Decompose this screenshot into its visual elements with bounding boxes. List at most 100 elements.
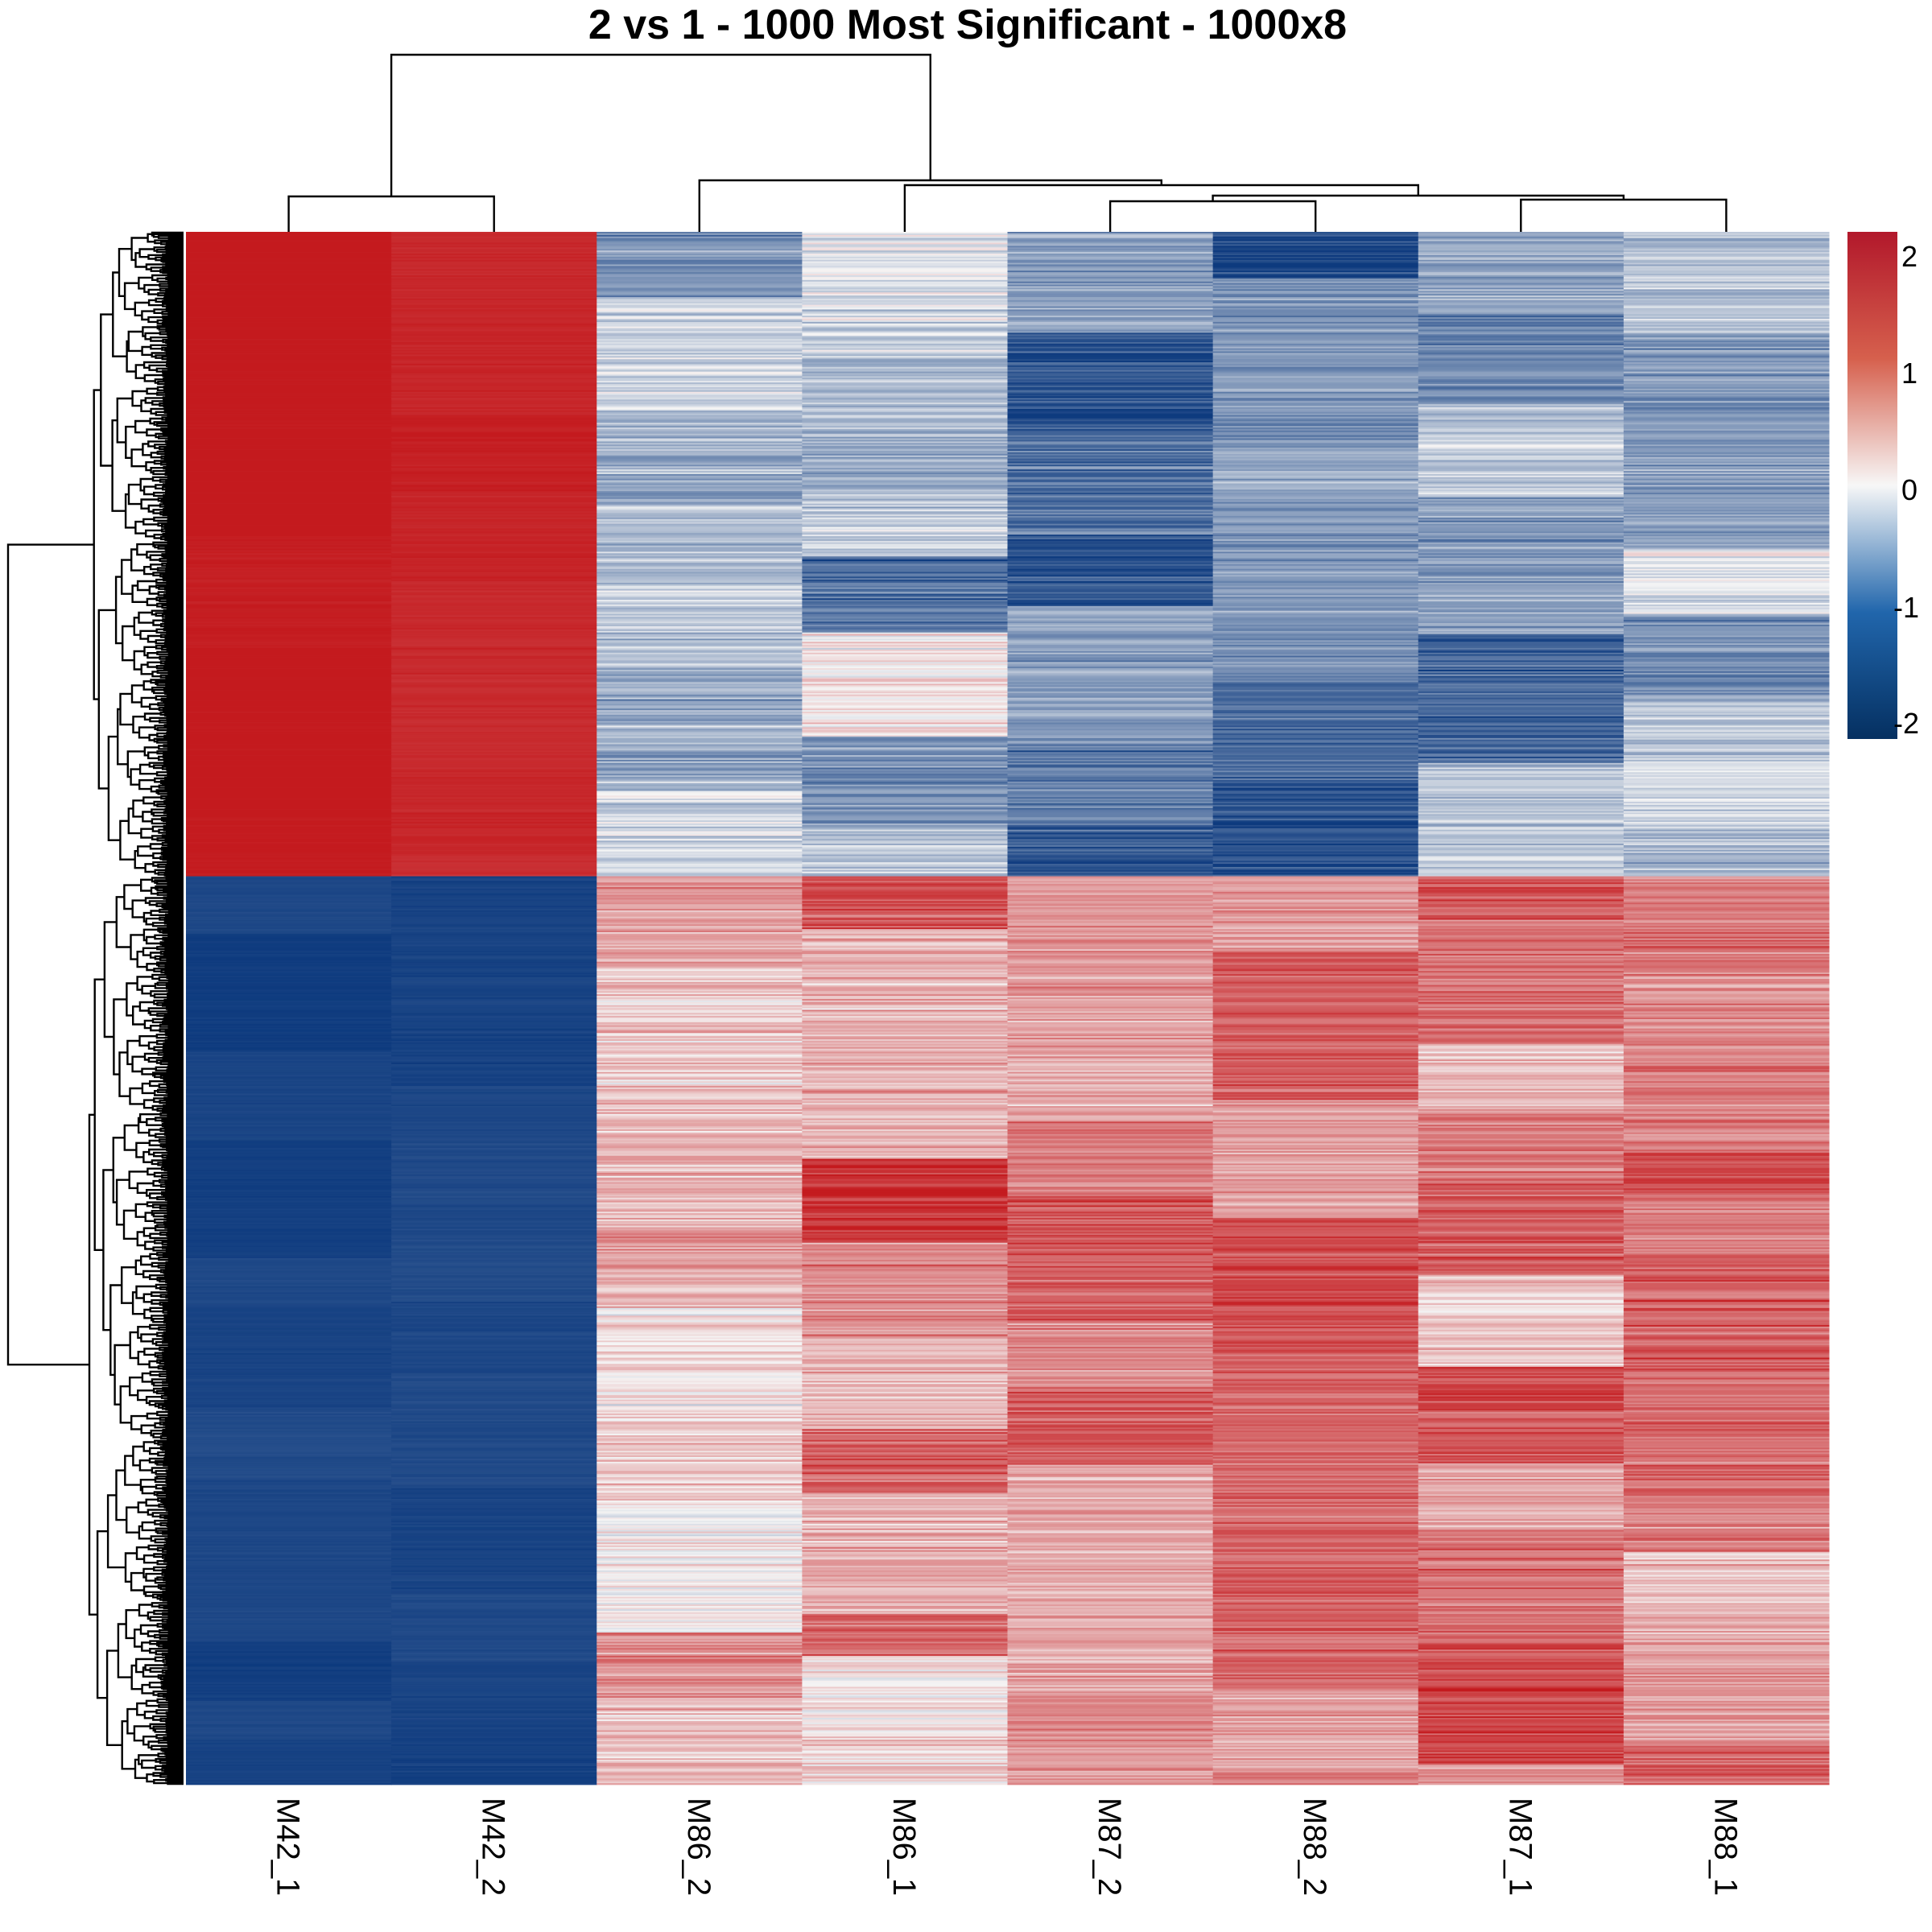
heatmap-cell	[1212, 593, 1419, 596]
heatmap-cell	[186, 874, 392, 877]
heatmap-cell	[802, 592, 1009, 594]
heatmap-cell	[1623, 558, 1830, 560]
heatmap-cell	[186, 246, 392, 248]
heatmap-cell	[1007, 814, 1214, 816]
heatmap-cell	[1007, 558, 1214, 560]
heatmap-cell	[1418, 489, 1624, 492]
dendrogram-branch	[167, 1714, 184, 1719]
heatmap-cell	[186, 349, 392, 352]
dendrogram-branch	[165, 1697, 184, 1702]
heatmap-cell	[597, 683, 803, 686]
heatmap-cell	[1007, 556, 1214, 559]
dendrogram-branch	[164, 1538, 184, 1542]
heatmap-cell	[802, 836, 1009, 838]
heatmap-cell	[186, 769, 392, 771]
heatmap-cell	[1418, 597, 1624, 599]
heatmap-cell	[1007, 893, 1214, 896]
heatmap-cell	[1212, 553, 1419, 555]
heatmap-cell	[1007, 939, 1214, 942]
heatmap-cell	[1212, 865, 1419, 868]
dendrogram-branch	[161, 834, 184, 838]
heatmap-cell	[802, 298, 1009, 301]
heatmap-cell	[1623, 997, 1830, 1000]
heatmap-cell	[186, 334, 392, 336]
heatmap-cell	[1212, 366, 1419, 369]
heatmap-cell	[391, 584, 597, 587]
heatmap-cell	[1007, 952, 1214, 955]
heatmap-cell	[1212, 846, 1419, 849]
heatmap-cell	[1007, 450, 1214, 453]
heatmap-cell	[391, 730, 597, 733]
heatmap-cell	[1212, 393, 1419, 395]
heatmap-cell	[597, 601, 803, 604]
heatmap-cell	[1418, 966, 1624, 968]
heatmap-cell	[186, 814, 392, 816]
heatmap-cell	[391, 710, 597, 712]
heatmap-cell	[802, 953, 1009, 956]
heatmap-cell	[186, 448, 392, 450]
heatmap-cell	[597, 416, 803, 419]
heatmap-cell	[1212, 757, 1419, 759]
heatmap-cell	[186, 493, 392, 495]
heatmap-cell	[1418, 486, 1624, 489]
heatmap-cell	[1418, 646, 1624, 649]
heatmap-cell	[1418, 906, 1624, 908]
heatmap-cell	[186, 287, 392, 290]
heatmap-cell	[1418, 700, 1624, 703]
heatmap-cell	[1212, 812, 1419, 815]
heatmap-cell	[1212, 866, 1419, 869]
heatmap-cell	[1623, 259, 1830, 262]
dendrogram-branch	[163, 1132, 184, 1136]
heatmap-cell	[802, 613, 1009, 616]
heatmap-cell	[186, 735, 392, 737]
heatmap-cell	[1623, 1000, 1830, 1003]
heatmap-cell	[186, 378, 392, 380]
heatmap-cell	[802, 421, 1009, 423]
heatmap-cell	[1418, 473, 1624, 475]
dendrogram-branch	[134, 252, 147, 268]
heatmap-cell	[1212, 961, 1419, 964]
dendrogram-branch	[163, 1270, 184, 1274]
heatmap-cell	[597, 241, 803, 243]
heatmap-cell	[1212, 926, 1419, 928]
heatmap-cell	[391, 505, 597, 507]
heatmap-cell	[802, 736, 1009, 739]
heatmap-cell	[1212, 951, 1419, 953]
heatmap-cell	[186, 562, 392, 565]
heatmap-cell	[186, 292, 392, 295]
heatmap-cell	[391, 638, 597, 641]
heatmap-cell	[1418, 609, 1624, 612]
heatmap-cell	[1623, 328, 1830, 330]
heatmap-cell	[1212, 854, 1419, 857]
heatmap-cell	[1623, 834, 1830, 836]
heatmap-cell	[1212, 996, 1419, 998]
heatmap-cell	[1212, 485, 1419, 487]
heatmap-cell	[1418, 811, 1624, 813]
heatmap-cell	[1007, 975, 1214, 978]
heatmap-cell	[802, 526, 1009, 529]
heatmap-cell	[1007, 795, 1214, 798]
heatmap-cell	[802, 585, 1009, 588]
heatmap-cell	[391, 391, 597, 394]
heatmap-cell	[391, 909, 597, 911]
heatmap-cell	[1007, 321, 1214, 324]
heatmap-cell	[186, 513, 392, 515]
heatmap-cell	[1418, 985, 1624, 987]
heatmap-cell	[597, 609, 803, 612]
heatmap-cell	[597, 491, 803, 493]
heatmap-cell	[1212, 720, 1419, 723]
heatmap-cell	[802, 871, 1009, 874]
heatmap-cell	[802, 1000, 1009, 1003]
heatmap-cell	[186, 806, 392, 809]
heatmap-cell	[597, 702, 803, 704]
heatmap-cell	[597, 497, 803, 500]
heatmap-cell	[1623, 828, 1830, 831]
heatmap-cell	[1007, 284, 1214, 287]
heatmap-cell	[391, 791, 597, 793]
heatmap-cell	[1623, 601, 1830, 604]
heatmap-cell	[1623, 357, 1830, 360]
dendrogram-branch	[137, 1325, 151, 1340]
heatmap-cell	[597, 384, 803, 386]
heatmap-cell	[186, 398, 392, 400]
heatmap-cell	[597, 938, 803, 940]
